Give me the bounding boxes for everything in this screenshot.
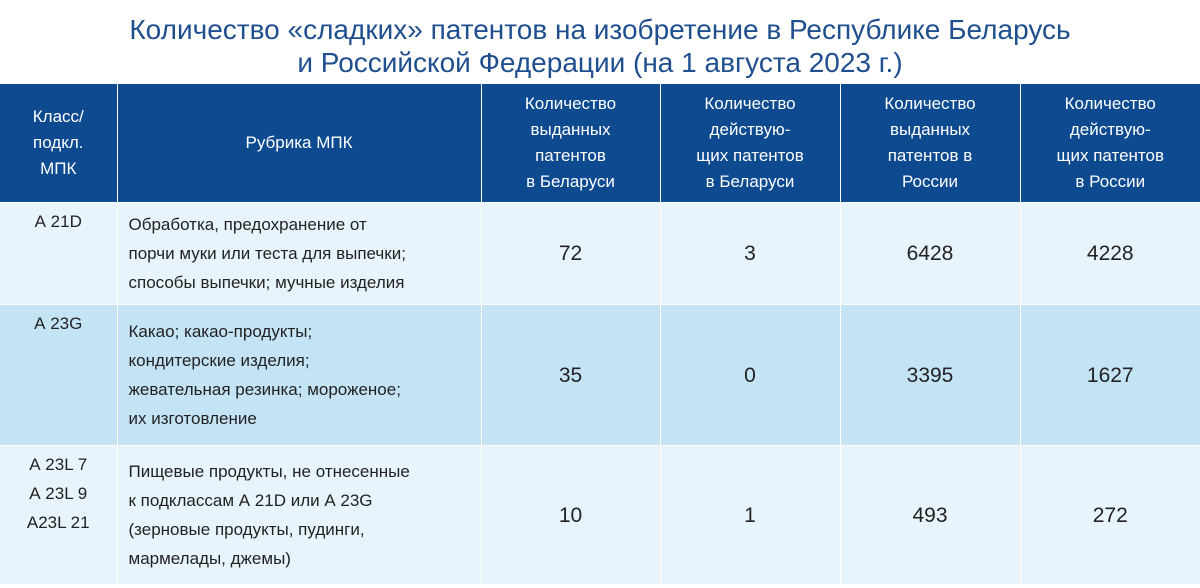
value-issued-belarus: 10 xyxy=(480,445,660,584)
rubric-line: порчи муки или теста для выпечки; xyxy=(128,244,406,263)
value-active-belarus: 0 xyxy=(659,304,840,446)
rubric-line: кондитерские изделия; xyxy=(128,351,310,370)
rubric-line: Пищевые продукты, не отнесенные xyxy=(128,462,410,481)
header-line: выданных xyxy=(889,120,971,139)
class-line: А 23L 9 xyxy=(29,484,88,503)
value-issued-belarus: 35 xyxy=(480,304,660,446)
rubric-line: Обработка, предохранение от xyxy=(128,215,367,234)
header-issued-belarus: Количество выданных патентов в Беларуси xyxy=(480,84,660,203)
header-issued-russia: Количество выданных патентов в России xyxy=(839,84,1020,203)
rubric-cell: Пищевые продукты, не отнесенные к подкла… xyxy=(116,445,481,584)
header-line: Класс/ xyxy=(32,107,84,126)
table-row: А 23L 7 А 23L 9 А23L 21 Пищевые продукты… xyxy=(0,445,1200,584)
value-issued-russia: 3395 xyxy=(839,304,1020,446)
class-line: А 23L 7 xyxy=(29,455,88,474)
header-line: Рубрика МПК xyxy=(245,133,353,152)
class-line: А 21D xyxy=(34,212,82,231)
patents-table: Класс/ подкл. МПК Рубрика МПК Количество… xyxy=(0,84,1200,584)
header-rubric: Рубрика МПК xyxy=(116,84,481,203)
header-active-belarus: Количество действую- щих патентов в Бела… xyxy=(659,84,840,203)
title-line-1: Количество «сладких» патентов на изобрет… xyxy=(129,14,1071,45)
header-line: действую- xyxy=(1069,120,1151,139)
value-issued-belarus: 72 xyxy=(480,202,660,305)
header-line: патентов в xyxy=(887,146,973,165)
title-line-2: и Российской Федерации (на 1 августа 202… xyxy=(297,47,903,78)
rubric-line: мармелады, джемы) xyxy=(128,549,291,568)
value-active-russia: 272 xyxy=(1019,445,1200,584)
header-line: щих патентов xyxy=(696,146,804,165)
value-active-russia: 4228 xyxy=(1019,202,1200,305)
header-line: щих патентов xyxy=(1056,146,1164,165)
table-row: А 21D Обработка, предохранение от порчи … xyxy=(0,202,1200,305)
header-line: Количество xyxy=(704,94,796,113)
header-line: России xyxy=(901,172,959,191)
value-active-belarus: 1 xyxy=(659,445,840,584)
rubric-line: к подклассам А 21D или А 23G xyxy=(128,491,373,510)
class-cell: А 23L 7 А 23L 9 А23L 21 xyxy=(0,445,117,584)
value-active-russia: 1627 xyxy=(1019,304,1200,446)
header-line: Количество xyxy=(884,94,976,113)
rubric-cell: Обработка, предохранение от порчи муки и… xyxy=(116,202,481,305)
header-line: в Беларуси xyxy=(526,172,615,191)
header-line: выданных xyxy=(530,120,611,139)
table-row: А 23G Какао; какао-продукты; кондитерски… xyxy=(0,304,1200,446)
rubric-line: Какао; какао-продукты; xyxy=(128,322,313,341)
rubric-cell: Какао; какао-продукты; кондитерские изде… xyxy=(116,304,481,446)
class-cell: А 21D xyxy=(0,202,117,305)
table-header-row: Класс/ подкл. МПК Рубрика МПК Количество… xyxy=(0,84,1200,203)
header-line: в Беларуси xyxy=(705,172,795,191)
class-line: А23L 21 xyxy=(26,513,90,532)
header-line: МПК xyxy=(40,159,77,178)
value-issued-russia: 6428 xyxy=(839,202,1020,305)
header-active-russia: Количество действую- щих патентов в Росс… xyxy=(1019,84,1200,203)
rubric-line: способы выпечки; мучные изделия xyxy=(128,273,405,292)
header-line: действую- xyxy=(709,120,791,139)
value-issued-russia: 493 xyxy=(839,445,1020,584)
value-active-belarus: 3 xyxy=(659,202,840,305)
header-line: Количество xyxy=(524,94,617,113)
header-line: Количество xyxy=(1064,94,1156,113)
class-line: А 23G xyxy=(34,314,83,333)
class-cell: А 23G xyxy=(0,304,117,446)
header-line: патентов xyxy=(535,146,606,165)
rubric-line: их изготовление xyxy=(128,409,257,428)
rubric-line: (зерновые продукты, пудинги, xyxy=(128,520,365,539)
header-line: в России xyxy=(1075,172,1146,191)
page-title: Количество «сладких» патентов на изобрет… xyxy=(0,0,1200,84)
header-class: Класс/ подкл. МПК xyxy=(0,84,117,203)
header-line: подкл. xyxy=(33,133,84,152)
rubric-line: жевательная резинка; мороженое; xyxy=(128,380,401,399)
